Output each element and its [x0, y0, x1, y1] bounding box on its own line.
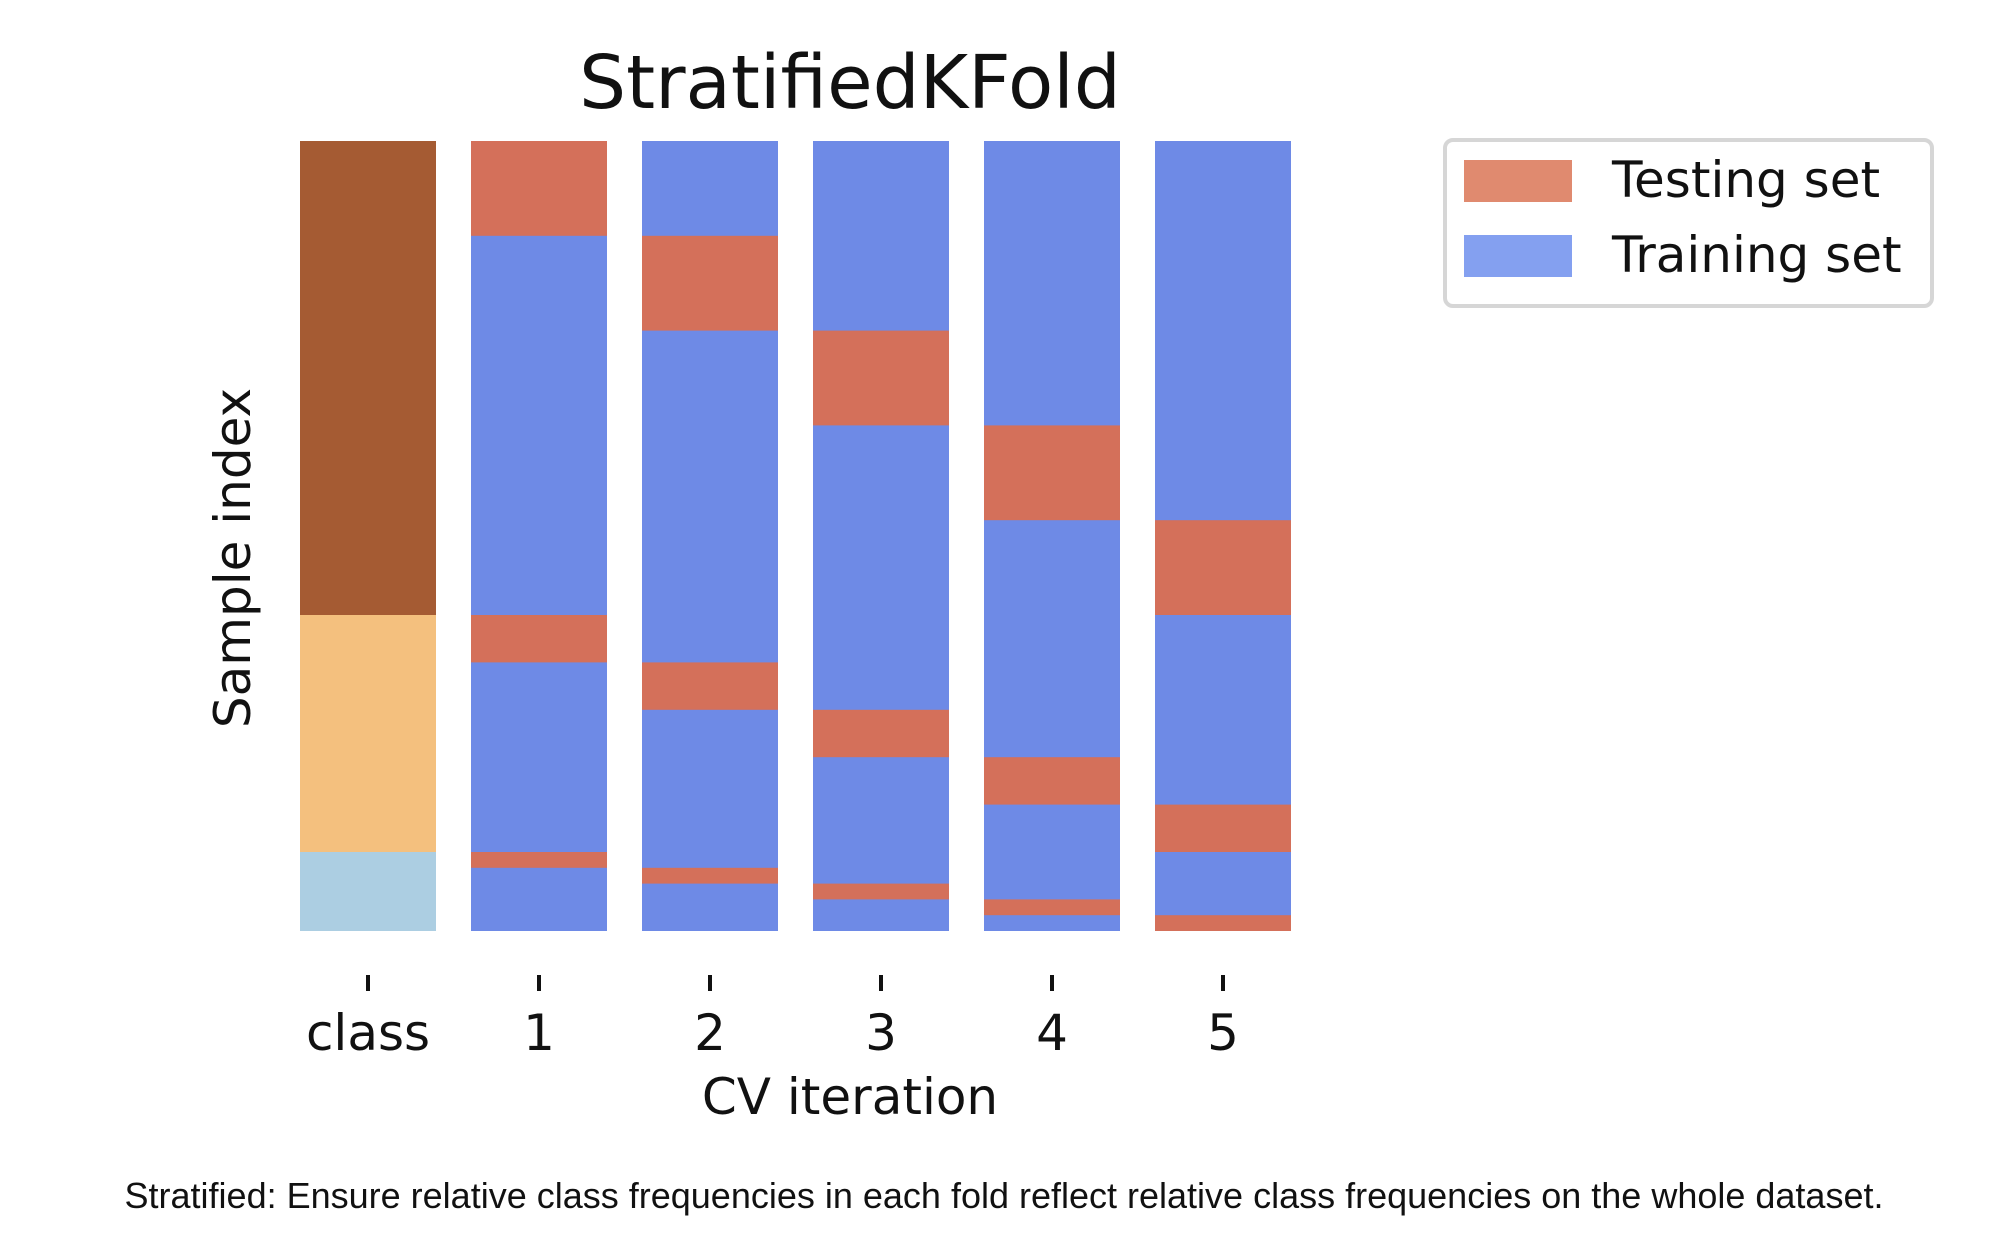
caption: Stratified: Ensure relative class freque… — [124, 1175, 1884, 1216]
fold-1-testing-segment-1 — [471, 141, 607, 236]
fold-5-testing-segment-3 — [1155, 915, 1291, 931]
legend-swatch-training — [1464, 235, 1572, 277]
class-segment-3 — [300, 852, 436, 931]
legend-swatch-testing — [1464, 160, 1572, 202]
bars-group — [300, 141, 1291, 931]
x-axis-ticks: class 1 2 3 4 5 — [306, 975, 1239, 1062]
fold-1-training-bar — [471, 141, 607, 931]
x-tick-label-5: 5 — [1207, 1004, 1239, 1062]
fold-3-testing-segment-3 — [813, 883, 949, 900]
x-tick-label-3: 3 — [865, 1004, 897, 1062]
x-tick-label-1: 1 — [523, 1004, 555, 1062]
x-axis-label: CV iteration — [702, 1068, 998, 1126]
fold-4-testing-segment-2 — [984, 757, 1120, 805]
chart-title: StratifiedKFold — [579, 40, 1121, 126]
fold-5-testing-segment-2 — [1155, 804, 1291, 852]
fold-4-testing-segment-1 — [984, 425, 1120, 521]
x-tick-label-class: class — [306, 1004, 430, 1062]
fold-2-testing-segment-1 — [642, 235, 778, 331]
fold-1-testing-segment-3 — [471, 852, 607, 868]
fold-4-testing-segment-3 — [984, 899, 1120, 916]
fold-3-testing-segment-2 — [813, 709, 949, 758]
fold-2-testing-segment-3 — [642, 867, 778, 884]
fold-3-training-bar — [813, 141, 949, 931]
class-segment-2 — [300, 615, 436, 852]
legend-label-testing: Testing set — [1611, 151, 1880, 209]
fold-3-testing-segment-1 — [813, 330, 949, 426]
y-axis-label: Sample index — [204, 388, 262, 728]
fold-4-training-bar — [984, 141, 1120, 931]
legend-label-training: Training set — [1611, 226, 1902, 284]
x-tick-label-2: 2 — [694, 1004, 726, 1062]
legend: Testing set Training set — [1443, 138, 1934, 308]
fold-2-testing-segment-2 — [642, 662, 778, 710]
class-segment-1 — [300, 141, 436, 615]
fold-5-testing-segment-1 — [1155, 520, 1291, 615]
fold-1-testing-segment-2 — [471, 615, 607, 663]
x-tick-label-4: 4 — [1036, 1004, 1068, 1062]
